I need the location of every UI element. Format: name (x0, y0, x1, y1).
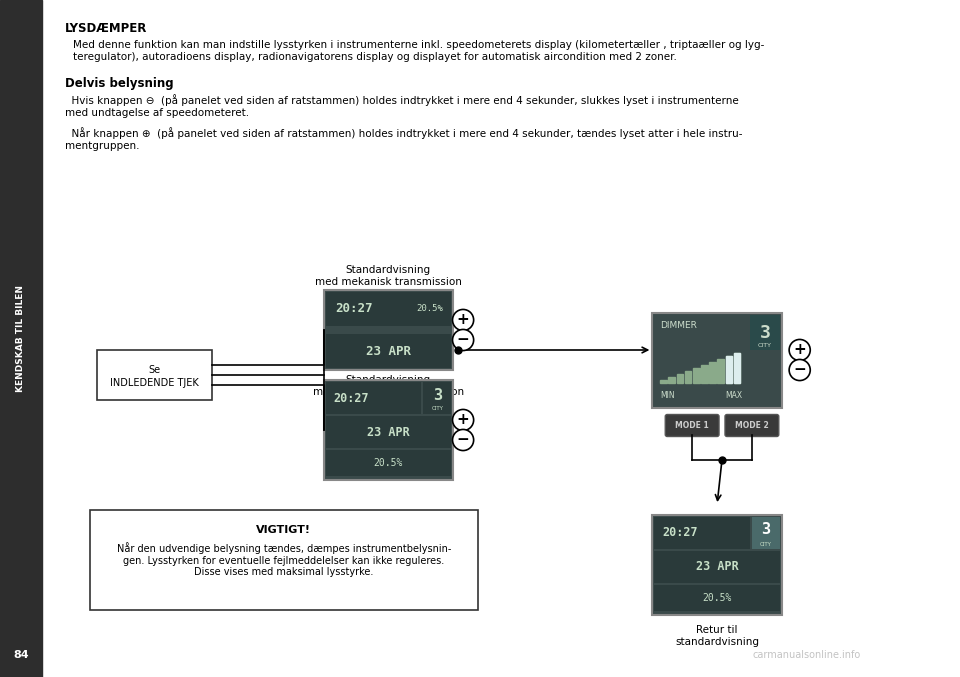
Text: −: − (457, 332, 469, 347)
FancyBboxPatch shape (324, 290, 453, 370)
Text: Når knappen ⊕  (på panelet ved siden af ratstammen) holdes indtrykket i mere end: Når knappen ⊕ (på panelet ved siden af r… (64, 127, 742, 150)
FancyBboxPatch shape (325, 334, 451, 368)
Bar (677, 374, 684, 383)
Text: Hvis knappen ⊖  (på panelet ved siden af ratstammen) holdes indtrykket i mere en: Hvis knappen ⊖ (på panelet ved siden af … (64, 94, 738, 118)
Bar (733, 353, 740, 383)
Bar (701, 364, 708, 383)
Text: 84: 84 (13, 650, 29, 660)
Text: MODE 2: MODE 2 (735, 421, 769, 430)
FancyBboxPatch shape (652, 515, 781, 615)
Text: 20:27: 20:27 (336, 303, 373, 315)
Text: +: + (793, 343, 806, 357)
Text: 23 APR: 23 APR (366, 345, 411, 357)
Bar (0, 0, 42, 677)
Bar (693, 368, 700, 383)
FancyBboxPatch shape (325, 450, 451, 476)
Text: LYSDÆMPER: LYSDÆMPER (64, 22, 147, 35)
Text: KENDSKAB TIL BILEN: KENDSKAB TIL BILEN (16, 284, 25, 391)
Text: Se: Se (148, 365, 160, 375)
Bar (668, 376, 675, 383)
Bar (726, 355, 732, 383)
Text: INDLEDENDE TJEK: INDLEDENDE TJEK (110, 378, 199, 388)
FancyBboxPatch shape (89, 510, 478, 610)
FancyBboxPatch shape (423, 382, 451, 414)
Bar (717, 359, 724, 383)
Text: +: + (457, 412, 469, 427)
Text: MAX: MAX (725, 391, 742, 399)
Text: VIGTIGT!: VIGTIGT! (256, 525, 311, 535)
Text: 3: 3 (433, 387, 442, 403)
Text: Når den udvendige belysning tændes, dæmpes instrumentbelysnin-
gen. Lysstyrken f: Når den udvendige belysning tændes, dæmp… (116, 542, 451, 577)
Text: Standardvisning
med Selespeed-transmission: Standardvisning med Selespeed-transmissi… (313, 375, 464, 397)
FancyBboxPatch shape (725, 414, 779, 437)
FancyBboxPatch shape (655, 585, 780, 611)
Text: CITY: CITY (757, 343, 772, 348)
Text: 20:27: 20:27 (662, 527, 698, 540)
Text: 3: 3 (761, 523, 770, 538)
Text: CITY: CITY (760, 542, 772, 546)
FancyBboxPatch shape (750, 315, 780, 349)
Text: MIN: MIN (660, 391, 675, 399)
Text: Delvis belysning: Delvis belysning (64, 77, 174, 90)
Text: Standardvisning
med mekanisk transmission: Standardvisning med mekanisk transmissio… (315, 265, 462, 286)
Text: 23 APR: 23 APR (367, 426, 410, 439)
FancyBboxPatch shape (752, 517, 780, 549)
FancyBboxPatch shape (655, 551, 780, 583)
Text: carmanualsonline.info: carmanualsonline.info (753, 650, 861, 660)
Text: 3: 3 (759, 324, 770, 341)
FancyBboxPatch shape (325, 382, 421, 414)
FancyBboxPatch shape (97, 350, 211, 400)
FancyBboxPatch shape (652, 313, 781, 408)
FancyBboxPatch shape (665, 414, 719, 437)
Text: 20.5%: 20.5% (703, 593, 732, 603)
Text: −: − (457, 433, 469, 447)
Text: 20.5%: 20.5% (417, 304, 444, 313)
Bar (660, 380, 667, 383)
Text: 20.5%: 20.5% (373, 458, 403, 468)
FancyBboxPatch shape (325, 292, 451, 326)
Text: Retur til
standardvisning: Retur til standardvisning (675, 625, 759, 647)
Text: −: − (793, 362, 806, 378)
Text: Med denne funktion kan man indstille lysstyrken i instrumenterne inkl. speedomet: Med denne funktion kan man indstille lys… (73, 40, 764, 62)
Text: +: + (457, 313, 469, 328)
Bar (684, 370, 691, 383)
Text: CITY: CITY (431, 406, 444, 412)
Text: 20:27: 20:27 (334, 391, 370, 404)
Text: 23 APR: 23 APR (696, 561, 738, 573)
FancyBboxPatch shape (655, 517, 750, 549)
Text: DIMMER: DIMMER (660, 320, 697, 330)
Bar (726, 355, 732, 383)
Bar (733, 353, 740, 383)
FancyBboxPatch shape (324, 380, 453, 480)
Bar (709, 362, 716, 383)
Text: MODE 1: MODE 1 (675, 421, 709, 430)
FancyBboxPatch shape (325, 416, 451, 448)
